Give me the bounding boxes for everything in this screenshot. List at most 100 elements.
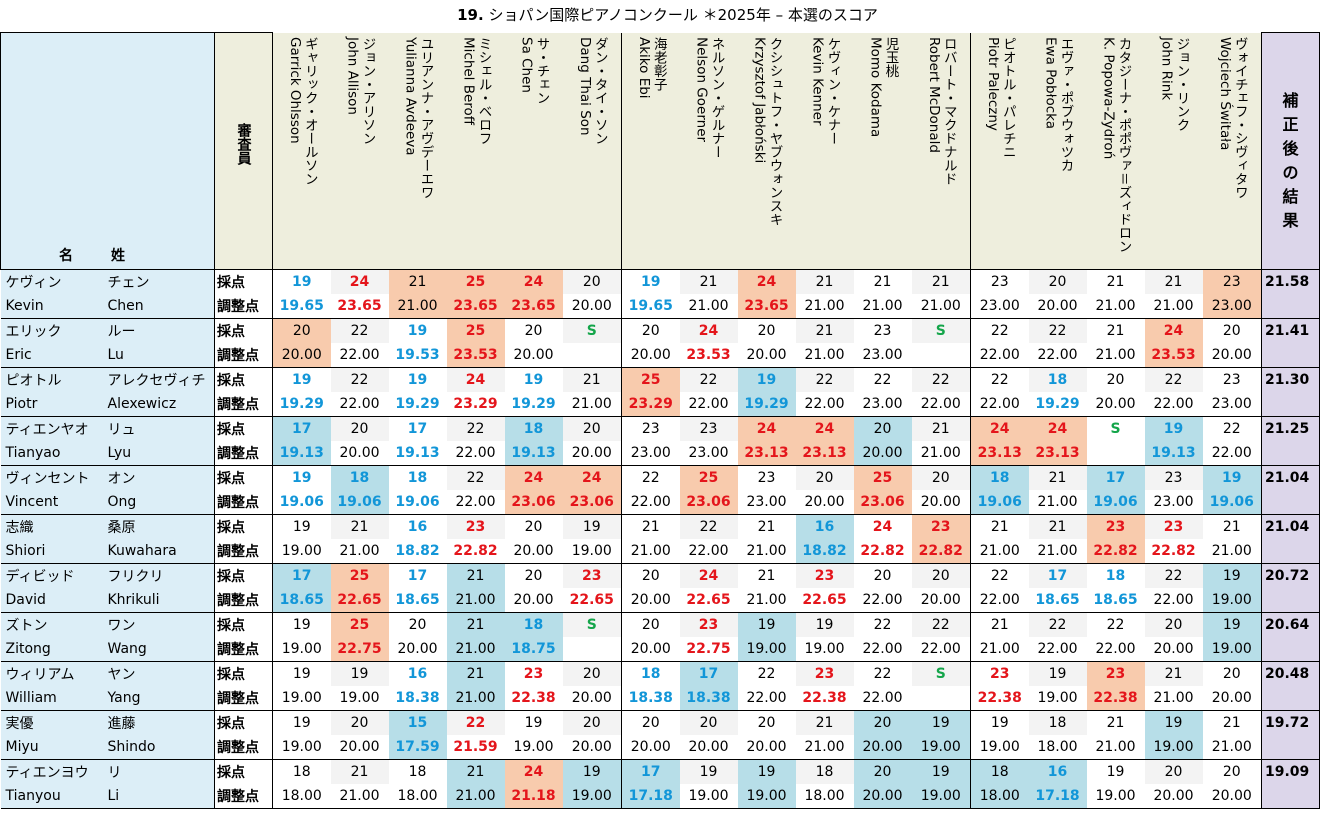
- adjusted-cell: 20.00: [562, 685, 622, 711]
- judge-name-en: Robert McDonald: [925, 36, 942, 153]
- score-cell: 22: [330, 366, 389, 392]
- score-cell: 22: [970, 562, 1029, 588]
- adjusted-cell: 19.13: [388, 440, 447, 466]
- score-cell: 21: [446, 562, 505, 588]
- adjusted-cell: 23.29: [621, 391, 680, 417]
- adjusted-cell: 18.65: [272, 587, 331, 613]
- judge-header-13: エヴァ・ポブウォツカ Ewa Pobłocka: [1028, 32, 1087, 269]
- adjusted-cell: 21.00: [795, 293, 854, 319]
- adjusted-cell: 22.00: [970, 587, 1029, 613]
- score-cell: 23: [970, 660, 1029, 686]
- contestant-adjusted-row: Zitong Wang 調整点 19.00 22.75 20.00 21.00 18.75 20…: [0, 636, 1320, 662]
- adjusted-cell: 20.00: [621, 734, 680, 760]
- adjusted-label: 調整点: [214, 293, 273, 319]
- adjusted-cell: 19.00: [272, 734, 331, 760]
- adjusted-cell: 20.00: [504, 342, 563, 368]
- score-cell: 20: [795, 464, 854, 490]
- judge-name-jp: ユリアンナ・アヴデーエワ: [417, 36, 434, 199]
- score-cell: 21: [446, 611, 505, 637]
- score-cell: 18: [1086, 562, 1145, 588]
- judge-name-jp: ピオトル・パレチニ: [999, 36, 1016, 159]
- score-cell: 24: [504, 464, 563, 490]
- score-cell: 24: [446, 366, 505, 392]
- header-row: 名 姓 審査員 ギャリック・オールソン Garrick Ohlsson ジョン・アリ…: [0, 32, 1320, 270]
- score-cell: 24: [970, 415, 1029, 441]
- adjusted-cell: 22.82: [1086, 538, 1145, 564]
- adjusted-label: 調整点: [214, 734, 273, 760]
- score-cell: 17: [272, 415, 331, 441]
- first-name-jp: ケヴィン: [0, 268, 103, 294]
- adjusted-cell: 23.00: [1202, 391, 1262, 417]
- adjusted-cell: 23.65: [330, 293, 389, 319]
- score-cell: 25: [853, 464, 912, 490]
- adjusted-cell: 21.00: [562, 391, 622, 417]
- last-name-jp: リ: [102, 758, 215, 784]
- adjusted-cell: 23.53: [446, 342, 505, 368]
- adjusted-cell: 19.00: [272, 636, 331, 662]
- adjusted-label: 調整点: [214, 783, 273, 809]
- adjusted-cell: 21.00: [446, 685, 505, 711]
- adjusted-cell: 22.00: [1202, 440, 1262, 466]
- score-label: 採点: [214, 709, 273, 735]
- contestant-adjusted-row: Piotr Alexewicz 調整点 19.29 22.00 19.29 23.29 19.…: [0, 391, 1320, 417]
- adjusted-cell: 22.00: [911, 391, 971, 417]
- title-text: ショパン国際ピアノコンクール ＊2025年 – 本選のスコア: [483, 6, 878, 24]
- contestant-adjusted-row: Vincent Ong 調整点 19.06 19.06 19.06 22.00 23.06 23…: [0, 489, 1320, 515]
- judge-header-0: ギャリック・オールソン Garrick Ohlsson: [272, 32, 331, 269]
- adjusted-cell: 23.06: [679, 489, 738, 515]
- adjusted-cell: 23.13: [1028, 440, 1087, 466]
- adjusted-cell: 22.00: [1144, 587, 1203, 613]
- adjusted-cell: 19.00: [911, 783, 971, 809]
- score-label: 採点: [214, 562, 273, 588]
- adjusted-cell: 19.00: [330, 685, 389, 711]
- final-result: 21.25: [1261, 415, 1320, 466]
- score-cell: 23: [679, 415, 738, 441]
- final-result: 20.64: [1261, 611, 1320, 662]
- adjusted-cell: 23.00: [1144, 489, 1203, 515]
- score-cell: 19: [795, 611, 854, 637]
- last-name-header: 姓: [111, 247, 125, 264]
- score-cell: 18: [272, 758, 331, 784]
- score-cell: 20: [562, 660, 622, 686]
- last-name-jp: チェン: [102, 268, 215, 294]
- adjusted-cell: 18.65: [388, 587, 447, 613]
- judge-name-jp: ヴォイチェフ・シヴィタワ: [1231, 36, 1248, 199]
- score-cell: 19: [737, 611, 796, 637]
- score-cell: 20: [1202, 317, 1262, 343]
- judge-header-7: ネルソン・ゲルナー Nelson Goerner: [679, 32, 738, 269]
- score-cell: 24: [330, 268, 389, 294]
- adjusted-cell: 20.00: [621, 342, 680, 368]
- score-cell: 24: [504, 268, 563, 294]
- adjusted-cell: 20.00: [795, 489, 854, 515]
- score-cell: 18: [621, 660, 680, 686]
- score-cell: 21: [911, 268, 971, 294]
- judge-name-jp: クシシュトフ・ヤブウォンスキ: [766, 36, 783, 226]
- adjusted-cell: 19.06: [970, 489, 1029, 515]
- score-cell: 23: [562, 562, 622, 588]
- last-name-jp: アレクセヴィチ: [102, 366, 215, 392]
- score-cell: 19: [1086, 758, 1145, 784]
- score-cell: 20: [679, 709, 738, 735]
- score-cell: 19: [911, 758, 971, 784]
- score-cell: 17: [1028, 562, 1087, 588]
- score-cell: 21: [621, 513, 680, 539]
- judge-name-en: Krzysztof Jabłoński: [751, 36, 768, 163]
- score-cell: 19: [330, 660, 389, 686]
- adjusted-cell: 22.82: [911, 538, 971, 564]
- score-cell: 19: [388, 317, 447, 343]
- judge-name-jp: エヴァ・ポブウォツカ: [1057, 36, 1074, 172]
- judge-header-1: ジョン・アリソン John Allison: [330, 32, 389, 269]
- judge-name-jp: サ・チェン: [533, 36, 550, 105]
- score-cell: 20: [621, 562, 680, 588]
- score-cell: 17: [388, 415, 447, 441]
- adjusted-cell: 20.00: [330, 734, 389, 760]
- score-cell: 20: [737, 317, 796, 343]
- adjusted-cell: 23.29: [446, 391, 505, 417]
- first-name-en: Piotr: [0, 391, 103, 417]
- judge-name-en: Nelson Goerner: [693, 36, 710, 142]
- judge-name-jp: ロバート・マクドナルド: [940, 36, 957, 186]
- judge-header-14: カタジーナ・ポポヴァ＝ズィドロン K. Popowa-Zydroń: [1086, 32, 1145, 269]
- last-name-jp: ワン: [102, 611, 215, 637]
- score-cell: 23: [1202, 366, 1262, 392]
- score-label: 採点: [214, 660, 273, 686]
